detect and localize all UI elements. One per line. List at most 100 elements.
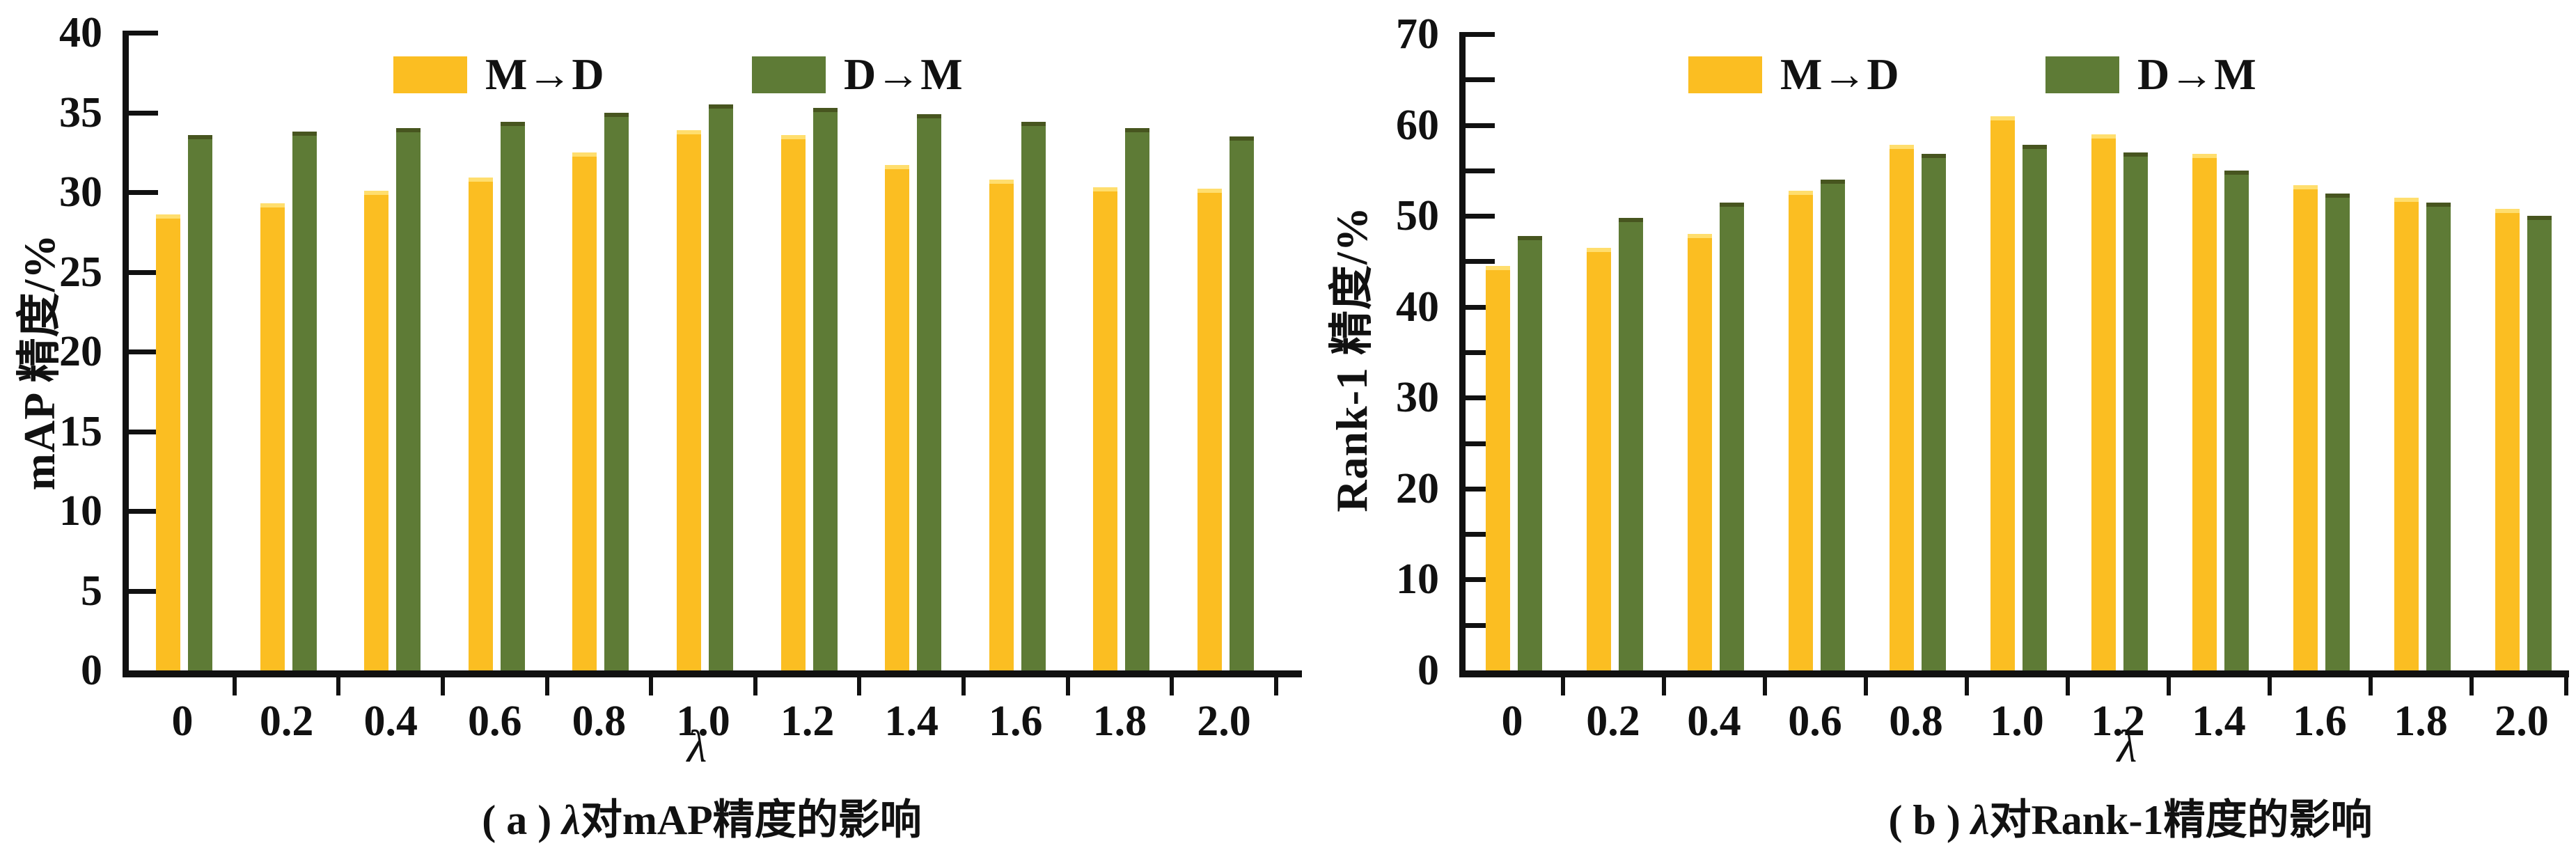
bar-m_to_d-lambda-0.8: [1890, 145, 1914, 670]
x-category-label: 0.4: [363, 698, 418, 745]
y-tick: [129, 31, 158, 36]
x-axis-title-lambda: λ: [2116, 721, 2137, 772]
y-tick: [1466, 622, 1495, 628]
y-tick: [129, 349, 158, 354]
y-tick: [1466, 214, 1495, 219]
caption-prefix: ( b ): [1888, 797, 1971, 843]
y-tick-label: 40: [1396, 283, 1439, 331]
bar-d_to_m-lambda-0.6: [500, 122, 525, 670]
bar-m_to_d-lambda-0.2: [260, 203, 285, 670]
y-axis-title: Rank-1 精度/%: [1327, 206, 1376, 512]
y-tick-label: 50: [1396, 192, 1439, 240]
bar-m_to_d-lambda-0.2: [1587, 247, 1611, 670]
x-tick: [2166, 677, 2171, 695]
legend-swatch-m_to_d: [393, 56, 467, 93]
caption-lambda: λ: [562, 797, 581, 843]
x-category-label: 0.8: [572, 698, 627, 745]
y-tick-label: 10: [59, 487, 102, 535]
bar-m_to_d-lambda-0.6: [468, 178, 493, 670]
bar-d_to_m-lambda-1.2: [812, 107, 838, 670]
y-tick: [129, 429, 158, 434]
bar-d_to_m-lambda-1.4: [917, 113, 942, 670]
x-category-label: 0.8: [1889, 698, 1943, 745]
bar-m_to_d-lambda-1.4: [2192, 154, 2217, 670]
caption-text: 对Rank-1精度的影响: [1989, 797, 2373, 843]
bar-m_to_d-lambda-1.0: [1990, 116, 2015, 670]
y-tick-label: 20: [1396, 464, 1439, 512]
bar-m_to_d-lambda-1.6: [2293, 184, 2318, 670]
bar-d_to_m-lambda-1.2: [2123, 152, 2148, 670]
bar-d_to_m-lambda-0.2: [1619, 217, 1643, 670]
x-tick: [857, 677, 862, 695]
chart-caption: ( b ) λ对Rank-1精度的影响: [1888, 799, 2372, 841]
y-tick: [1466, 395, 1495, 401]
x-tick: [1170, 677, 1175, 695]
x-category-label: 0: [1501, 698, 1523, 745]
y-axis-line: [123, 31, 129, 677]
y-tick-label: 25: [59, 248, 102, 296]
x-tick: [544, 677, 549, 695]
x-tick: [1863, 677, 1868, 695]
x-category-label: 1.2: [2091, 698, 2145, 745]
legend-swatch-d_to_m: [2045, 56, 2119, 93]
bar-d_to_m-lambda-0.4: [1720, 202, 1744, 670]
x-category-label: 0.2: [259, 698, 314, 745]
x-tick: [336, 677, 341, 695]
x-tick: [1065, 677, 1070, 695]
bar-d_to_m-lambda-0.8: [1922, 154, 1946, 670]
x-tick: [649, 677, 654, 695]
x-category-label: 1.0: [676, 698, 730, 745]
y-tick: [1466, 532, 1495, 537]
x-category-label: 1.8: [2394, 698, 2448, 745]
x-category-label: 1.6: [2293, 698, 2347, 745]
bar-m_to_d-lambda-0.8: [572, 152, 597, 670]
x-category-label: 1.2: [780, 698, 835, 745]
x-tick: [1762, 677, 1767, 695]
bar-d_to_m-lambda-1.6: [2325, 193, 2350, 670]
y-tick: [1466, 304, 1495, 310]
y-tick: [1466, 259, 1495, 265]
x-axis-line: [1459, 670, 2569, 677]
y-tick: [1466, 577, 1495, 583]
x-tick: [2564, 677, 2568, 695]
bar-m_to_d-lambda-0: [1486, 265, 1510, 670]
legend-swatch-d_to_m: [752, 56, 826, 93]
y-tick: [1466, 350, 1495, 355]
y-tick: [1466, 486, 1495, 492]
bar-d_to_m-lambda-2.0: [1230, 136, 1254, 670]
y-tick-label: 35: [59, 88, 102, 136]
bar-d_to_m-lambda-2.0: [2527, 216, 2552, 670]
x-tick: [1560, 677, 1565, 695]
bar-d_to_m-lambda-0.8: [604, 112, 629, 670]
x-tick: [2368, 677, 2373, 695]
bar-m_to_d-lambda-1.4: [885, 165, 910, 670]
bar-d_to_m-lambda-1.8: [1125, 128, 1150, 670]
x-category-label: 0.4: [1687, 698, 1741, 745]
x-tick: [2267, 677, 2272, 695]
y-tick: [1466, 168, 1495, 173]
x-tick: [1273, 677, 1278, 695]
caption-text: 对mAP精度的影响: [580, 797, 922, 843]
y-axis-line: [1459, 32, 1466, 677]
x-category-label: 1.8: [1092, 698, 1147, 745]
bar-m_to_d-lambda-1.0: [677, 129, 701, 670]
x-category-label: 0.6: [1788, 698, 1842, 745]
bar-d_to_m-lambda-0: [188, 134, 212, 670]
y-tick: [129, 110, 158, 116]
x-tick: [2469, 677, 2474, 695]
bar-d_to_m-lambda-1.4: [2224, 170, 2249, 670]
bar-d_to_m-lambda-0.6: [1821, 179, 1845, 670]
bar-m_to_d-lambda-1.2: [780, 134, 806, 670]
x-tick: [1964, 677, 1969, 695]
x-tick: [232, 677, 237, 695]
y-tick-label: 40: [59, 9, 102, 56]
y-tick-label: 10: [1396, 556, 1439, 604]
bar-d_to_m-lambda-0: [1518, 235, 1542, 670]
chart-caption: ( a ) λ对mAP精度的影响: [482, 799, 922, 841]
x-axis-title-lambda: λ: [686, 721, 707, 772]
x-category-label: 2.0: [2495, 698, 2549, 745]
y-tick: [1466, 32, 1495, 37]
bar-m_to_d-lambda-2.0: [2495, 208, 2520, 670]
y-tick: [129, 509, 158, 514]
y-tick-label: 15: [59, 407, 102, 455]
